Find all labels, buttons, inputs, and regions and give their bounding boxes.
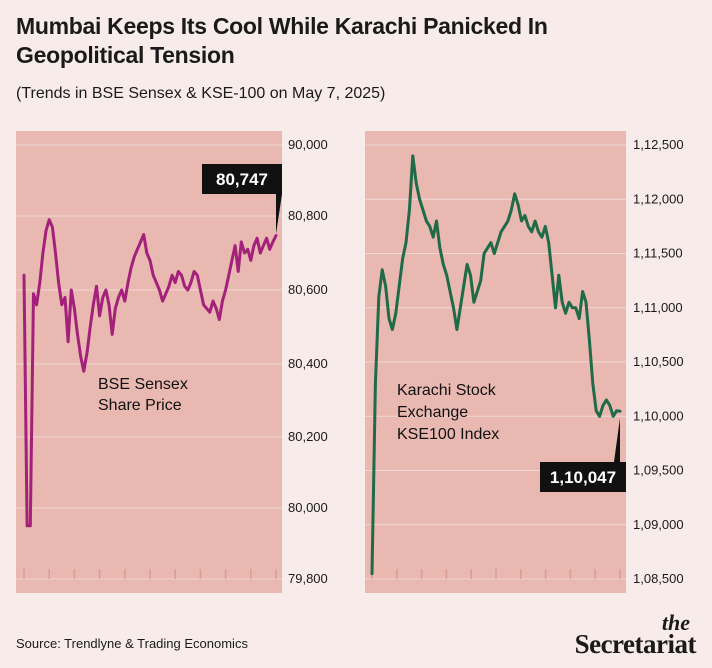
kse-label-line-1: Karachi Stock	[397, 382, 497, 399]
kse-x-ticks	[371, 569, 621, 579]
kse-ytick-label: 1,10,000	[633, 408, 684, 423]
sensex-ytick-label: 80,400	[288, 356, 328, 371]
brand-logo-name: Secretariat	[574, 629, 697, 659]
sensex-callout-value: 80,747	[216, 170, 268, 189]
kse-series-line	[370, 154, 622, 576]
sensex-series-line	[22, 218, 278, 528]
brand-logo-the: the	[661, 610, 690, 635]
kse-ytick-label: 1,10,500	[633, 354, 684, 369]
sensex-plot-area	[16, 131, 282, 593]
kse-ytick-label: 1,11,000	[633, 300, 683, 315]
kse-ytick-label: 1,12,500	[633, 137, 684, 152]
sensex-series-label: BSE Sensex Share Price	[98, 376, 192, 414]
kse-callout-value: 1,10,047	[550, 468, 616, 487]
sensex-callout-pointer	[276, 194, 282, 234]
brand-logo: the Secretariat	[574, 610, 697, 659]
kse-callout-box	[540, 462, 626, 492]
kse-callout-pointer	[614, 418, 620, 462]
kse-ytick-label: 1,12,000	[633, 191, 684, 206]
sensex-callout-box	[202, 164, 282, 194]
sensex-ytick-label: 90,000	[288, 137, 328, 152]
sensex-label-line-2: Share Price	[98, 397, 182, 414]
kse-label-line-2: Exchange	[397, 404, 468, 421]
sensex-y-axis: 79,800 80,000 80,200 80,400 80,600 80,800 90,0…	[16, 137, 328, 586]
kse-ytick-label: 1,08,500	[633, 571, 684, 586]
sensex-ytick-label: 80,200	[288, 429, 328, 444]
kse-y-axis: 1,08,500 1,09,000 1,09,500 1,10,000 1,10,500…	[365, 137, 684, 586]
sensex-x-ticks	[23, 569, 277, 579]
sensex-label-line-1: BSE Sensex	[98, 376, 188, 393]
page-title: Mumbai Keeps Its Cool While Karachi Pani…	[16, 13, 548, 68]
source-note: Source: Trendlyne & Trading Economics	[16, 636, 248, 651]
sensex-ytick-label: 80,800	[288, 208, 328, 223]
kse-ytick-label: 1,09,000	[633, 517, 684, 532]
kse-chart: 1,08,500 1,09,000 1,09,500 1,10,000 1,10,500…	[365, 131, 684, 593]
sensex-chart: 79,800 80,000 80,200 80,400 80,600 80,800 90,0…	[16, 131, 328, 593]
sensex-last-value-callout: 80,747	[202, 164, 282, 234]
kse-last-value-callout: 1,10,047	[540, 418, 626, 492]
kse-label-line-3: KSE100 Index	[397, 426, 499, 443]
sensex-ytick-label: 80,600	[288, 282, 328, 297]
kse-ytick-label: 1,09,500	[633, 463, 684, 478]
page-subtitle: (Trends in BSE Sensex & KSE-100 on May 7…	[16, 85, 386, 102]
sensex-ytick-label: 80,000	[288, 500, 328, 515]
sensex-ytick-label: 79,800	[288, 571, 328, 586]
kse-series-label: Karachi Stock Exchange KSE100 Index	[397, 382, 500, 443]
kse-ytick-label: 1,11,500	[633, 246, 683, 261]
